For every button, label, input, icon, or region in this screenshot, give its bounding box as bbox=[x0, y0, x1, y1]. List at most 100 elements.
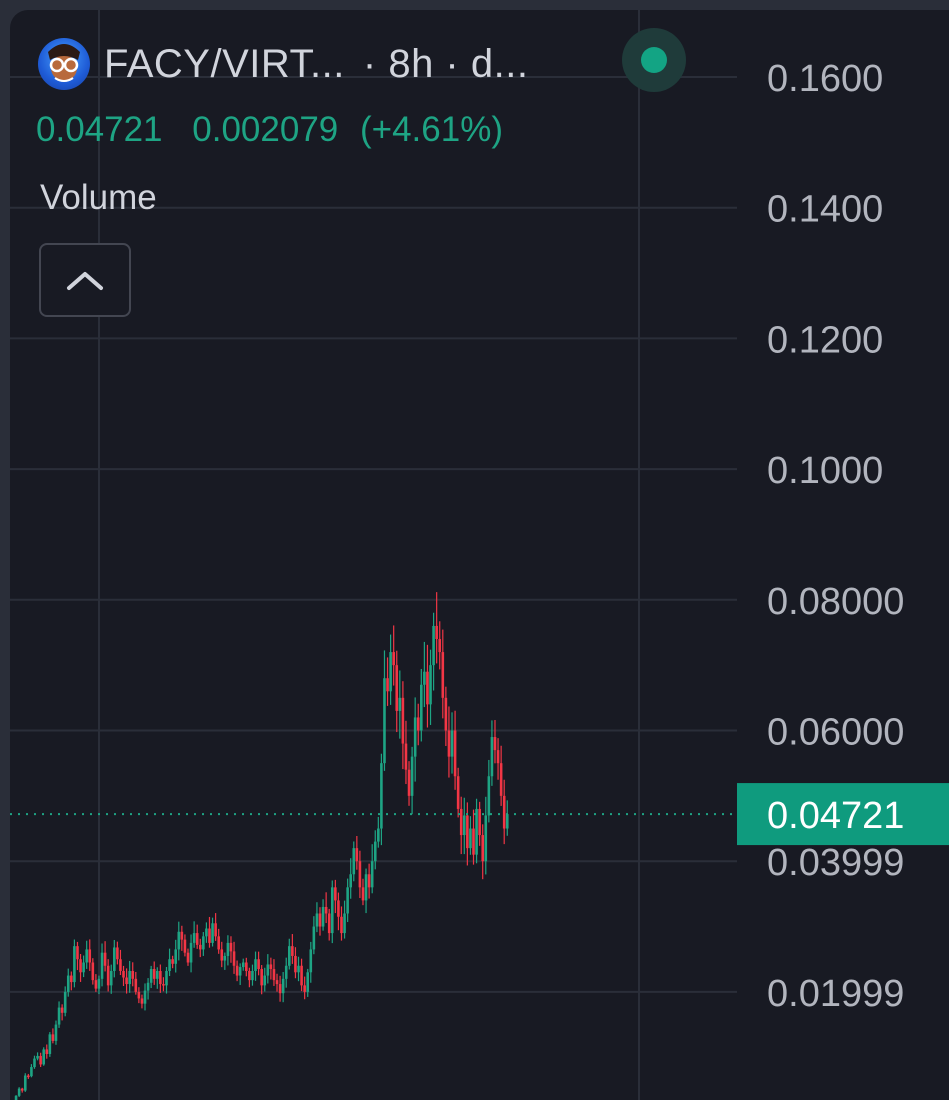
candle-body bbox=[435, 625, 438, 640]
candle-body bbox=[420, 684, 423, 731]
candle-body bbox=[152, 969, 156, 979]
candle-body bbox=[380, 763, 383, 829]
candle-body bbox=[94, 980, 98, 989]
price-axis-tick-label: 0.1400 bbox=[767, 189, 883, 231]
candle-body bbox=[291, 946, 294, 956]
candle-body bbox=[346, 887, 349, 914]
candle-body bbox=[383, 678, 386, 764]
candle-body bbox=[180, 931, 184, 940]
candle-body bbox=[14, 1095, 18, 1100]
candle-body bbox=[155, 970, 159, 979]
candle-body bbox=[208, 928, 211, 943]
candle-body bbox=[377, 828, 380, 842]
candle-body bbox=[33, 1058, 36, 1068]
candle-body bbox=[466, 815, 469, 849]
candle-body bbox=[395, 665, 399, 711]
candle-body bbox=[36, 1055, 39, 1059]
candle-body bbox=[294, 955, 297, 973]
candle-body bbox=[330, 887, 334, 934]
price-axis-tick-label: 0.03999 bbox=[767, 842, 904, 884]
candle-body bbox=[367, 874, 371, 888]
candle-body bbox=[481, 835, 485, 862]
candle-body bbox=[229, 942, 233, 952]
candle-body bbox=[475, 808, 478, 855]
symbol-interval[interactable]: · 8h · d... bbox=[362, 41, 529, 86]
candle-body bbox=[214, 923, 217, 937]
current-price: 0.04721 bbox=[36, 110, 163, 149]
candle-body bbox=[39, 1055, 42, 1065]
candle-body bbox=[275, 980, 279, 985]
candle-body bbox=[183, 939, 187, 953]
candle-body bbox=[177, 931, 181, 950]
candle-body bbox=[324, 906, 328, 914]
candle-body bbox=[30, 1067, 33, 1077]
chart-panel[interactable]: 0.1600 0.1400 0.1200 0.1000 0.08000 0.06000 0.… bbox=[10, 10, 949, 1100]
candle-body bbox=[469, 828, 472, 849]
candle-body bbox=[254, 959, 257, 971]
price-axis-tick-label: 0.1600 bbox=[767, 58, 883, 100]
price-change: 0.002079 bbox=[192, 110, 339, 149]
candle-body bbox=[392, 652, 395, 666]
price-axis[interactable]: 0.1600 0.1400 0.1200 0.1000 0.08000 0.06000 0.… bbox=[767, 58, 904, 1100]
candle-body bbox=[257, 959, 260, 970]
candle-body bbox=[100, 952, 104, 979]
candle-body bbox=[103, 952, 107, 966]
chevron-up-icon bbox=[67, 272, 103, 290]
candle-body bbox=[355, 848, 359, 862]
candle-body bbox=[63, 991, 67, 1013]
candle-body bbox=[248, 970, 251, 981]
candle-body bbox=[407, 769, 411, 796]
candle-body bbox=[340, 916, 343, 934]
candle-body bbox=[413, 717, 417, 757]
candle-body bbox=[174, 949, 178, 964]
candle-body bbox=[116, 947, 119, 960]
candle-body bbox=[122, 970, 125, 978]
price-axis-tick-label: 0.1200 bbox=[767, 319, 883, 361]
candle-body bbox=[45, 1049, 49, 1054]
candle-body bbox=[478, 808, 481, 836]
svg-text:0.04721: 0.04721 bbox=[767, 795, 904, 837]
candles bbox=[14, 592, 509, 1100]
market-status-indicator[interactable] bbox=[622, 28, 686, 92]
candle-body bbox=[423, 671, 426, 685]
candle-body bbox=[17, 1088, 21, 1096]
candle-body bbox=[251, 970, 254, 981]
symbol-row[interactable]: FACY/VIRT... · 8h · d... bbox=[38, 38, 528, 90]
candle-body bbox=[266, 964, 270, 976]
candle-body bbox=[146, 982, 150, 991]
last-price-label: 0.04721 bbox=[737, 783, 949, 846]
volume-indicator-label[interactable]: Volume bbox=[40, 178, 157, 217]
candle-body bbox=[238, 967, 242, 976]
candle-body bbox=[269, 964, 273, 970]
candle-body bbox=[223, 955, 227, 961]
candlestick-chart[interactable]: 0.1600 0.1400 0.1200 0.1000 0.08000 0.06000 0.… bbox=[10, 10, 949, 1100]
candle-body bbox=[300, 965, 303, 986]
candle-body bbox=[327, 913, 331, 934]
candle-body bbox=[416, 717, 420, 731]
candle-body bbox=[245, 962, 248, 971]
candle-body bbox=[143, 990, 147, 1004]
candle-body bbox=[386, 678, 389, 692]
symbol-name[interactable]: FACY/VIRT... bbox=[104, 41, 345, 86]
candle-body bbox=[484, 815, 488, 862]
candle-body bbox=[447, 730, 451, 757]
candle-body bbox=[106, 965, 110, 986]
candle-body bbox=[91, 962, 95, 981]
candle-body bbox=[459, 808, 463, 836]
price-change-row: 0.04721 0.002079 (+4.61%) bbox=[36, 110, 503, 150]
candle-body bbox=[241, 962, 245, 968]
chart-legend[interactable]: FACY/VIRT... · 8h · d... bbox=[38, 38, 528, 90]
collapse-indicators-button[interactable] bbox=[39, 243, 131, 317]
candle-body bbox=[444, 697, 448, 731]
candle-body bbox=[318, 913, 322, 927]
candle-body bbox=[20, 1088, 24, 1091]
candle-body bbox=[410, 756, 414, 796]
candle-body bbox=[128, 970, 131, 985]
candle-body bbox=[263, 975, 267, 986]
candle-body bbox=[54, 1024, 58, 1041]
candle-body bbox=[88, 949, 92, 963]
candle-body bbox=[192, 933, 196, 943]
candle-body bbox=[51, 1034, 55, 1041]
candle-body bbox=[496, 750, 500, 764]
candle-body bbox=[60, 1007, 64, 1013]
